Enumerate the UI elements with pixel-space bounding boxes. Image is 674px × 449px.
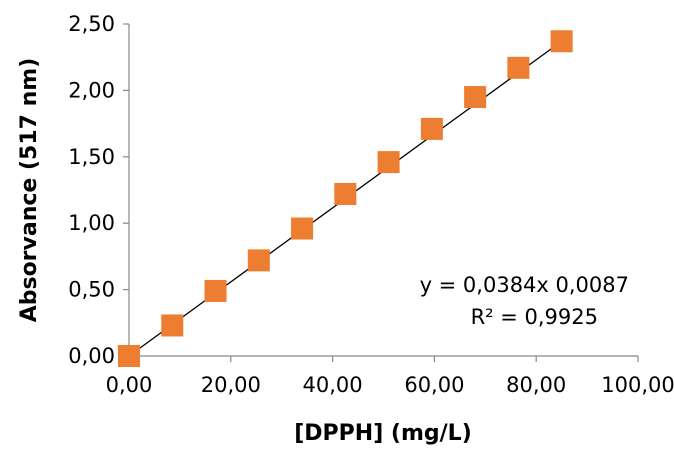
data-point [420,117,443,140]
trendline-equation: y = 0,0384x 0,0087 [420,273,629,297]
y-tick-label: 1,00 [68,211,115,235]
y-tick-label: 2,50 [68,12,115,36]
x-tick-label: 80,00 [506,373,566,397]
y-tick-label: 0,00 [68,344,115,368]
x-tick-label: 40,00 [303,373,363,397]
data-point [118,345,140,367]
x-tick-label: 100,00 [601,373,674,397]
data-point [247,249,270,272]
y-axis-title: Absorvance (517 nm) [17,58,42,323]
x-tick-label: 60,00 [404,373,464,397]
x-tick-label: 20,00 [201,373,261,397]
data-point [507,56,530,79]
tick-labels: 0,00 0,50 1,00 1,50 2,00 2,50 0,00 20,00 40,00 60… [68,12,674,397]
x-tick-label: 0,00 [106,373,153,397]
data-point [550,30,573,53]
data-point [464,86,487,109]
y-tick-label: 1,50 [68,145,115,169]
data-point [161,314,184,337]
x-axis-title: [DPPH] (mg/L) [294,421,472,446]
r-squared-label: R² = 0,9925 [471,305,598,329]
data-points [118,30,573,367]
data-point [204,279,227,302]
data-point [291,217,314,240]
y-tick-label: 2,00 [68,78,115,102]
axes [123,23,639,362]
y-tick-label: 0,50 [68,278,115,302]
data-point [377,151,400,174]
data-point [334,182,357,205]
